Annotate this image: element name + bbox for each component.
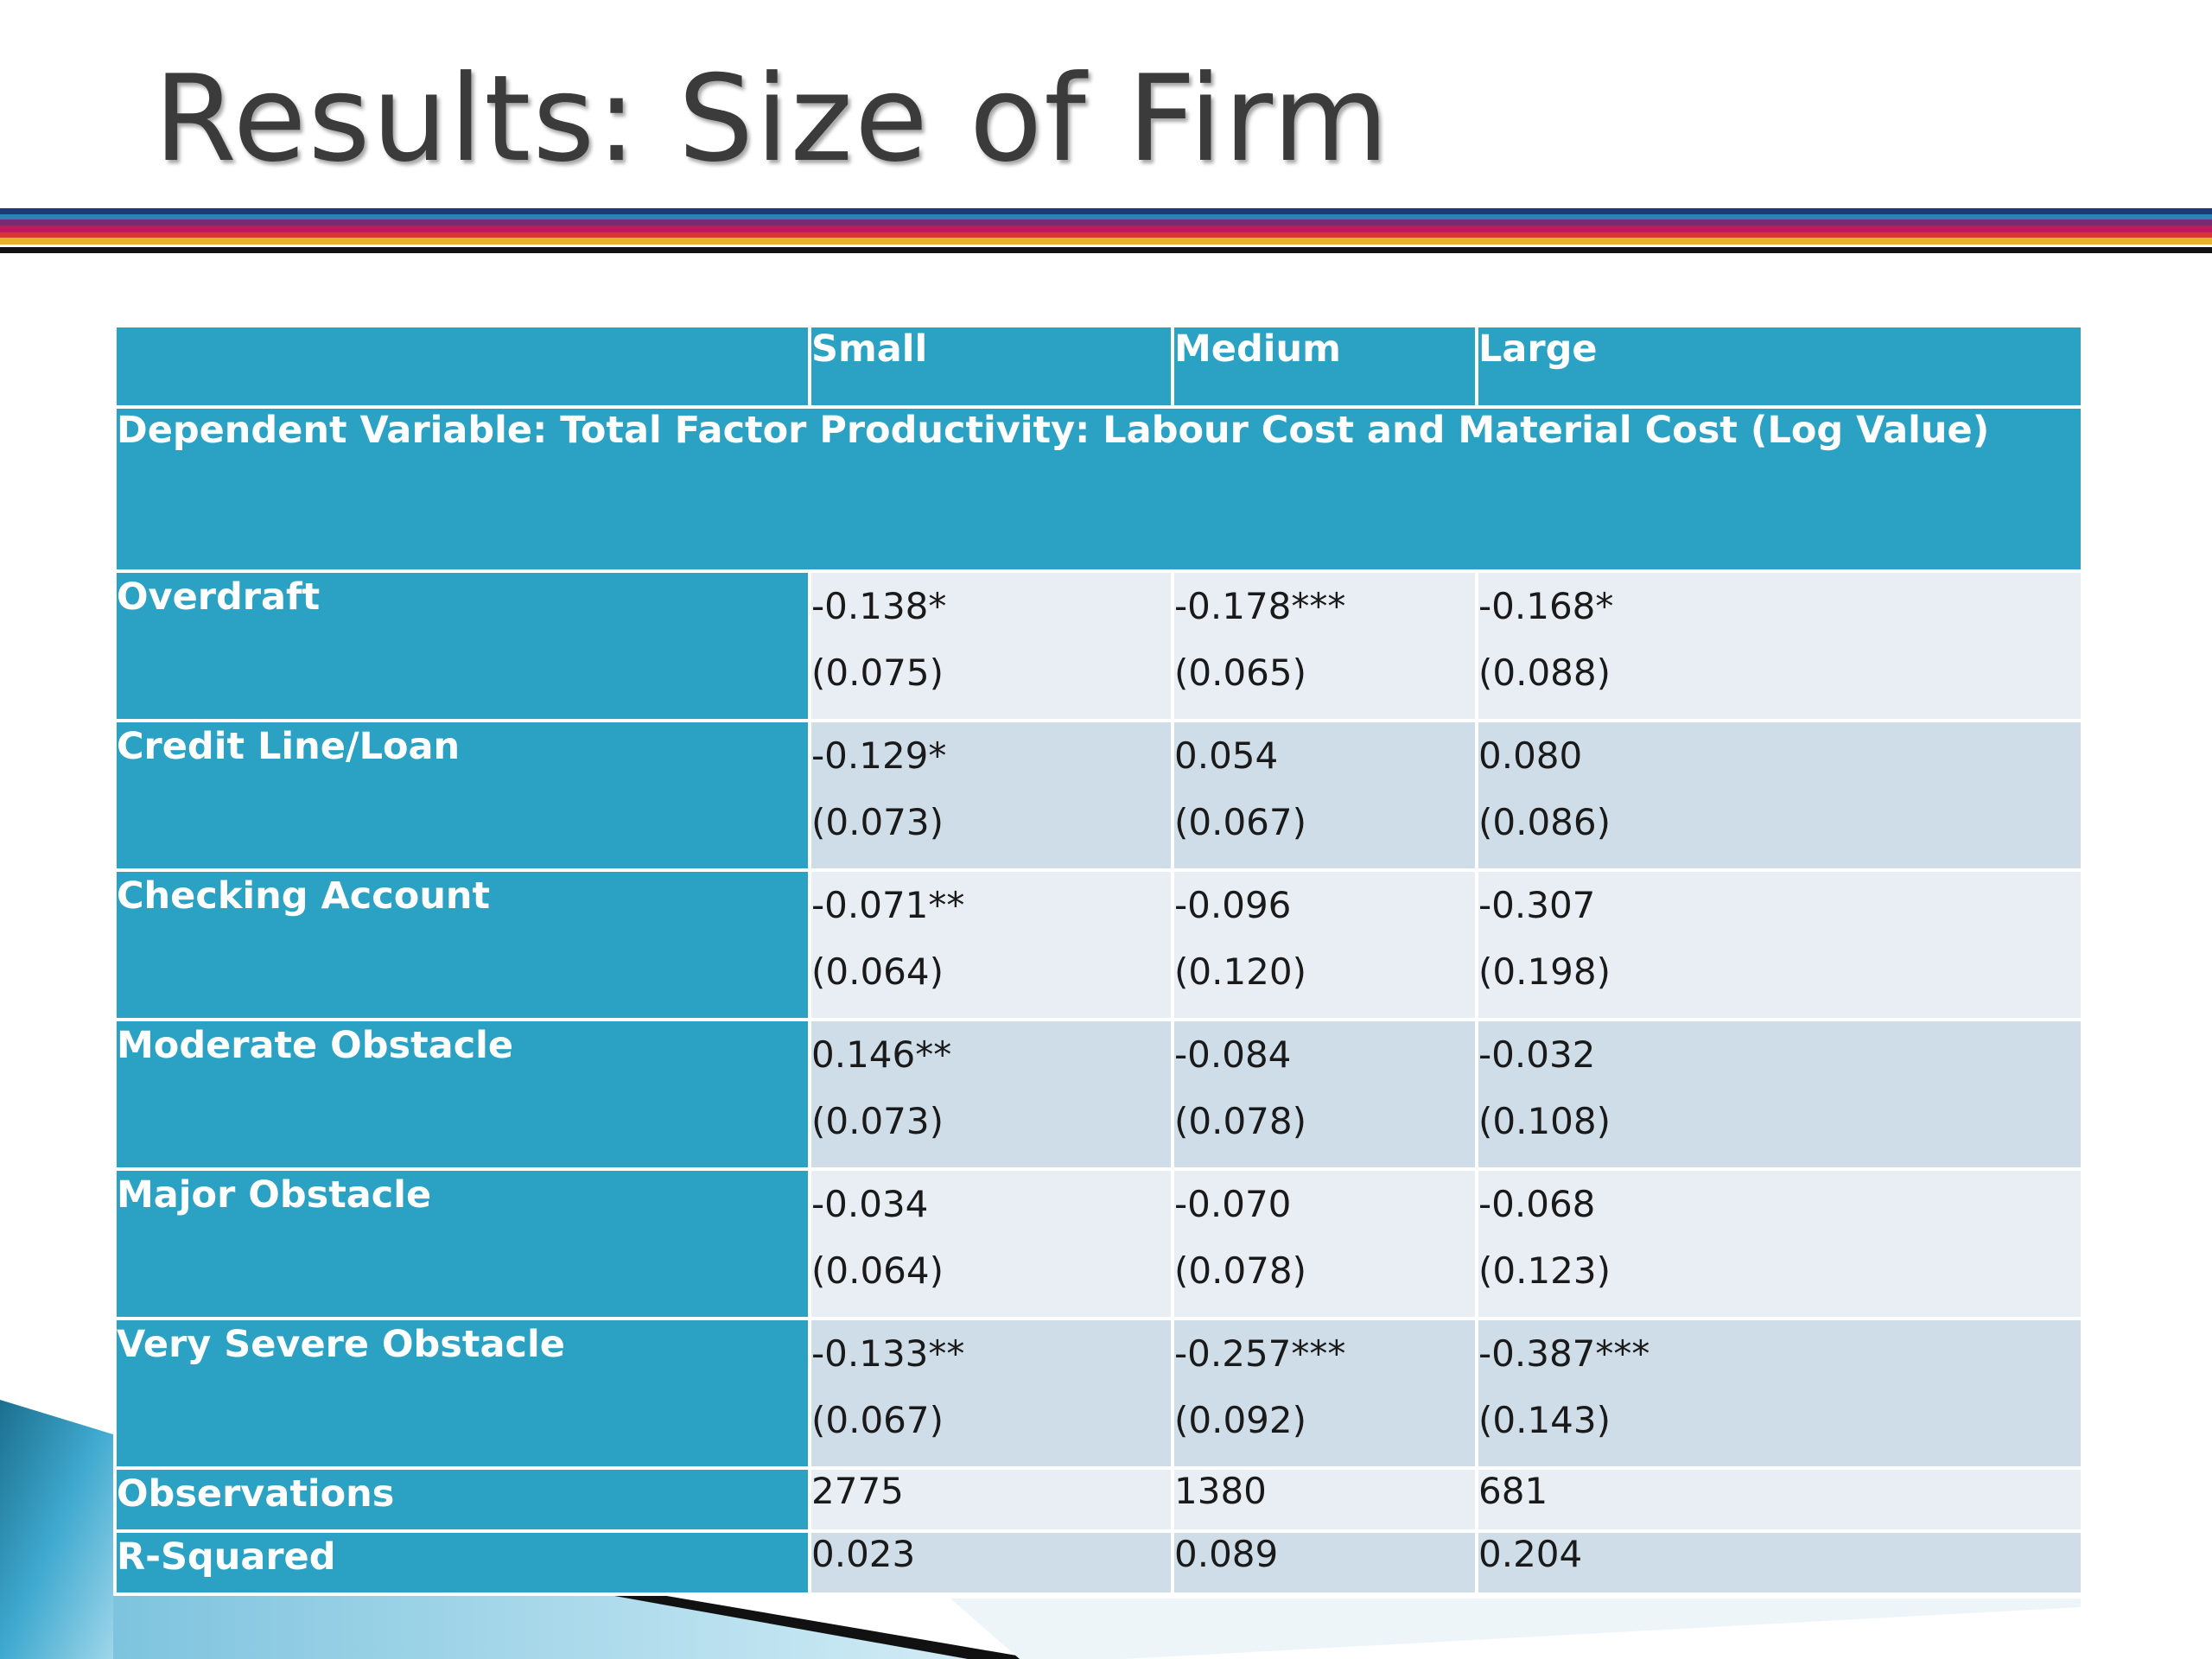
standard-error: (0.078) xyxy=(1174,1100,1307,1142)
table-row: Checking Account -0.071** (0.064) -0.096 (… xyxy=(113,868,2084,1021)
standard-error: (0.064) xyxy=(811,950,944,993)
cell-medium: -0.257*** (0.092) xyxy=(1171,1317,1478,1470)
table-row: Credit Line/Loan -0.129* (0.073) 0.054 (0.… xyxy=(113,719,2084,872)
standard-error: (0.198) xyxy=(1478,950,1611,993)
coefficient: -0.133** xyxy=(811,1332,965,1375)
cell-large: -0.387*** (0.143) xyxy=(1475,1317,2084,1470)
header-row: Small Medium Large xyxy=(113,324,2084,409)
coefficient: -0.257*** xyxy=(1174,1332,1346,1375)
header-blank xyxy=(113,324,811,409)
standard-error: (0.067) xyxy=(1174,801,1307,843)
cell-large: -0.032 (0.108) xyxy=(1475,1018,2084,1171)
coefficient: -0.070 xyxy=(1174,1183,1292,1225)
cell-medium: 1380 xyxy=(1171,1466,1478,1533)
results-table: Small Medium Large Dependent Variable: T… xyxy=(113,324,2084,1596)
coefficient: -0.034 xyxy=(811,1183,929,1225)
cell-medium: -0.178*** (0.065) xyxy=(1171,569,1478,722)
coefficient: -0.178*** xyxy=(1174,585,1346,627)
cell-small: -0.138* (0.075) xyxy=(808,569,1174,722)
table-row: Major Obstacle -0.034 (0.064) -0.070 (0.07… xyxy=(113,1167,2084,1320)
r-squared-row: R-Squared 0.023 0.089 0.204 xyxy=(113,1529,2084,1596)
cell-small: -0.129* (0.073) xyxy=(808,719,1174,872)
table-row: Overdraft -0.138* (0.075) -0.178*** (0.065… xyxy=(113,569,2084,722)
standard-error: (0.143) xyxy=(1478,1399,1611,1441)
cell-medium: -0.070 (0.078) xyxy=(1171,1167,1478,1320)
cell-small: 2775 xyxy=(808,1466,1174,1533)
standard-error: (0.092) xyxy=(1174,1399,1307,1441)
cell-small: -0.034 (0.064) xyxy=(808,1167,1174,1320)
coefficient: -0.071** xyxy=(811,884,965,926)
coefficient: -0.032 xyxy=(1478,1033,1596,1076)
standard-error: (0.086) xyxy=(1478,801,1611,843)
coefficient: -0.138* xyxy=(811,585,947,627)
standard-error: (0.123) xyxy=(1478,1249,1611,1292)
cell-small: -0.071** (0.064) xyxy=(808,868,1174,1021)
decorative-corner-swoosh xyxy=(0,1400,2081,1659)
standard-error: (0.073) xyxy=(811,801,944,843)
row-label-moderate-obstacle: Moderate Obstacle xyxy=(113,1018,811,1171)
coefficient: -0.129* xyxy=(811,734,947,777)
coefficient: -0.068 xyxy=(1478,1183,1596,1225)
header-small: Small xyxy=(808,324,1174,409)
title-divider-stripes xyxy=(0,208,2212,253)
dependent-variable-label: Dependent Variable: Total Factor Product… xyxy=(113,405,2084,573)
cell-small: 0.146** (0.073) xyxy=(808,1018,1174,1171)
cell-large: -0.307 (0.198) xyxy=(1475,868,2084,1021)
cell-large: -0.168* (0.088) xyxy=(1475,569,2084,722)
cell-large: 0.080 (0.086) xyxy=(1475,719,2084,872)
coefficient: -0.096 xyxy=(1174,884,1292,926)
cell-large: 681 xyxy=(1475,1466,2084,1533)
coefficient: 0.146** xyxy=(811,1033,952,1076)
row-label-very-severe-obstacle: Very Severe Obstacle xyxy=(113,1317,811,1470)
header-large: Large xyxy=(1475,324,2084,409)
standard-error: (0.078) xyxy=(1174,1249,1307,1292)
standard-error: (0.067) xyxy=(811,1399,944,1441)
cell-large: -0.068 (0.123) xyxy=(1475,1167,2084,1320)
standard-error: (0.120) xyxy=(1174,950,1307,993)
cell-large: 0.204 xyxy=(1475,1529,2084,1596)
coefficient: 0.080 xyxy=(1478,734,1583,777)
row-label-r-squared: R-Squared xyxy=(113,1529,811,1596)
coefficient: -0.307 xyxy=(1478,884,1596,926)
cell-small: -0.133** (0.067) xyxy=(808,1317,1174,1470)
observations-row: Observations 2775 1380 681 xyxy=(113,1466,2084,1533)
standard-error: (0.073) xyxy=(811,1100,944,1142)
row-label-major-obstacle: Major Obstacle xyxy=(113,1167,811,1320)
coefficient: -0.387*** xyxy=(1478,1332,1650,1375)
standard-error: (0.108) xyxy=(1478,1100,1611,1142)
dependent-variable-row: Dependent Variable: Total Factor Product… xyxy=(113,405,2084,573)
coefficient: -0.084 xyxy=(1174,1033,1292,1076)
standard-error: (0.065) xyxy=(1174,652,1307,694)
table-row: Very Severe Obstacle -0.133** (0.067) -0.… xyxy=(113,1317,2084,1470)
row-label-observations: Observations xyxy=(113,1466,811,1533)
standard-error: (0.075) xyxy=(811,652,944,694)
standard-error: (0.088) xyxy=(1478,652,1611,694)
slide-title: Results: Size of Firm xyxy=(154,49,1391,188)
cell-small: 0.023 xyxy=(808,1529,1174,1596)
row-label-overdraft: Overdraft xyxy=(113,569,811,722)
cell-medium: 0.054 (0.067) xyxy=(1171,719,1478,872)
row-label-credit-line-loan: Credit Line/Loan xyxy=(113,719,811,872)
header-medium: Medium xyxy=(1171,324,1478,409)
cell-medium: -0.084 (0.078) xyxy=(1171,1018,1478,1171)
standard-error: (0.064) xyxy=(811,1249,944,1292)
row-label-checking-account: Checking Account xyxy=(113,868,811,1021)
cell-medium: -0.096 (0.120) xyxy=(1171,868,1478,1021)
cell-medium: 0.089 xyxy=(1171,1529,1478,1596)
coefficient: 0.054 xyxy=(1174,734,1279,777)
coefficient: -0.168* xyxy=(1478,585,1614,627)
table-row: Moderate Obstacle 0.146** (0.073) -0.084 (… xyxy=(113,1018,2084,1171)
